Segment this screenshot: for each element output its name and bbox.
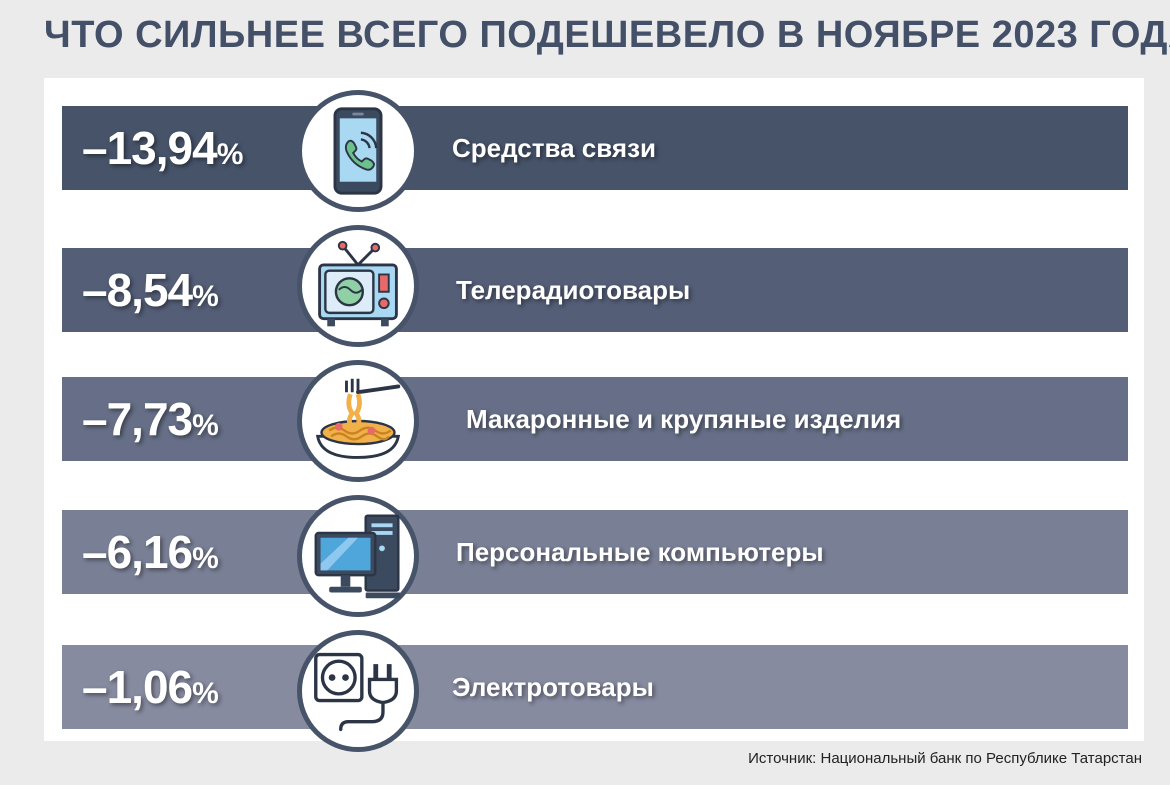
category-label: Электротовары (452, 671, 654, 702)
value-number: –8,54 (82, 264, 193, 316)
power-socket-icon (297, 630, 419, 752)
value-unit: % (192, 542, 219, 575)
smartphone-icon (297, 90, 419, 212)
value-unit: % (216, 138, 244, 171)
tv-icon (297, 225, 419, 347)
bar-communication-devices (62, 106, 1128, 190)
category-label: Персональные компьютеры (456, 536, 824, 567)
value-number: –7,73 (82, 393, 193, 445)
value-label: –8,54% (82, 248, 219, 332)
pasta-icon (297, 360, 419, 482)
value-label: –1,06% (82, 645, 219, 729)
value-number: –13,94 (82, 122, 218, 174)
bar-electrical-goods (62, 645, 1128, 729)
category-label: Телерадиотовары (456, 274, 691, 305)
value-label: –13,94% (82, 106, 243, 190)
value-unit: % (192, 677, 219, 710)
category-label: Средства связи (452, 132, 656, 163)
value-number: –6,16 (82, 526, 193, 578)
value-label: –7,73% (82, 377, 219, 461)
bar-pasta-cereals (62, 377, 1128, 461)
bar-tv-radio-goods (62, 248, 1128, 332)
source-note: Источник: Национальный банк по Республик… (748, 750, 1142, 767)
computer-icon (297, 495, 419, 617)
category-label: Макаронные и крупяные изделия (466, 403, 902, 434)
value-unit: % (192, 280, 219, 313)
value-label: –6,16% (82, 510, 219, 594)
page-title: ЧТО СИЛЬНЕЕ ВСЕГО ПОДЕШЕВЕЛО В НОЯБРЕ 20… (44, 14, 1170, 56)
value-unit: % (192, 409, 219, 442)
bar-personal-computers (62, 510, 1128, 594)
value-number: –1,06 (82, 661, 193, 713)
